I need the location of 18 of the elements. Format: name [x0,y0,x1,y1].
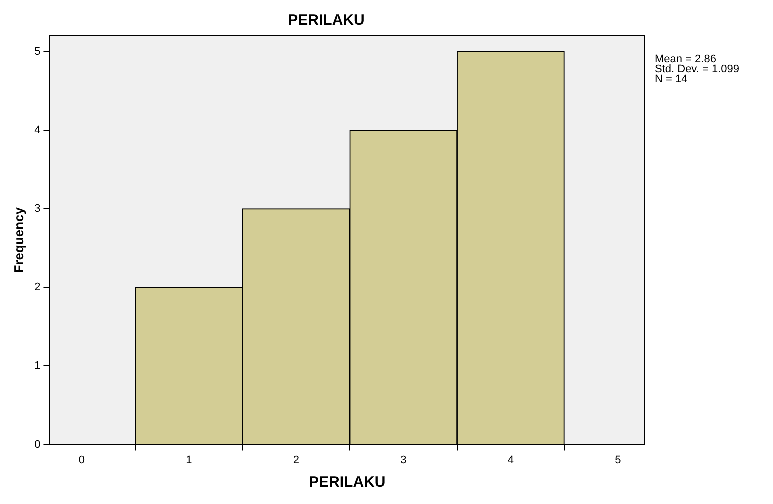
text: N = 14 [655,74,688,86]
y-tick-label: 0 [34,438,41,451]
x-tick-label: 5 [615,454,622,466]
y-axis-title: Frequency [11,206,26,274]
y-tick-label: 1 [34,360,41,372]
x-tick-label: 4 [508,454,514,466]
y-tick-label: 2 [34,282,41,294]
y-tick-label: 4 [34,124,41,136]
chart-title: PERILAKU [288,12,365,30]
y-tick-label: 5 [34,46,41,58]
x-axis-title: PERILAKU [309,474,386,492]
x-tick-label: 2 [293,454,300,466]
text: Std. Dev. = 1.099 [655,64,740,76]
text: Mean = 2.86 [655,54,716,66]
x-tick-label: 3 [400,454,407,466]
x-tick-label: 0 [78,454,85,466]
y-tick-label: 3 [34,202,41,215]
x-tick-label: 1 [186,454,192,466]
